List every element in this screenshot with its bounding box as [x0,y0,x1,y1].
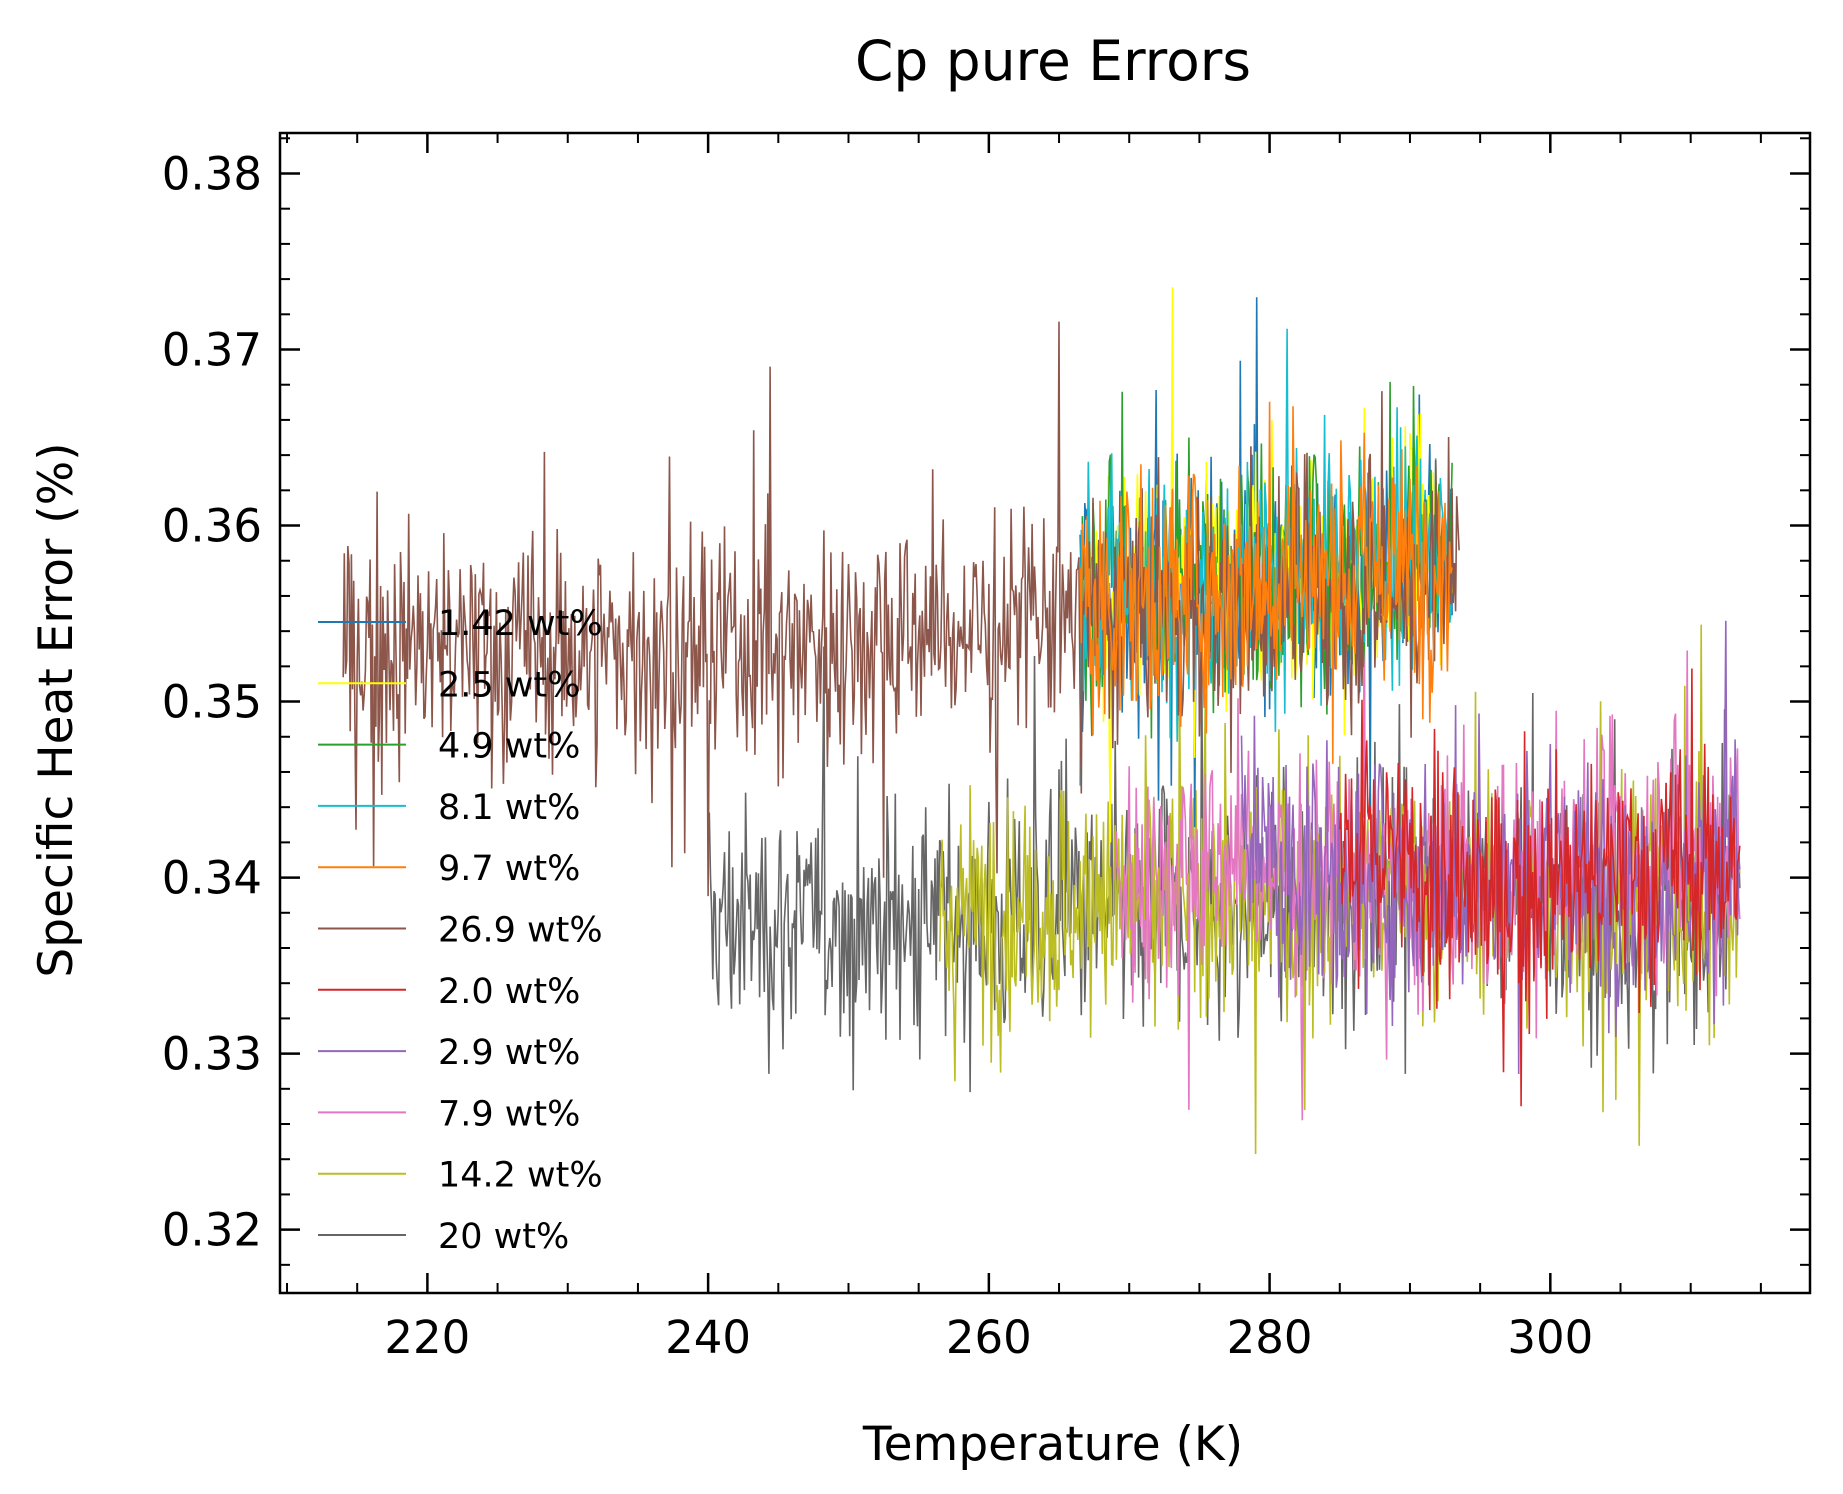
series-line [1339,668,1741,1107]
legend-label: 4.9 wt% [438,727,580,767]
legend-label: 14.2 wt% [438,1156,603,1196]
legend-label: 8.1 wt% [438,788,580,828]
x-tick-label: 240 [665,1311,751,1364]
y-tick-label: 0.33 [162,1028,262,1081]
legend-label: 26.9 wt% [438,911,603,951]
y-tick-label: 0.34 [162,852,262,905]
y-tick-label: 0.36 [162,500,262,553]
legend-label: 2.5 wt% [438,665,580,705]
legend-label: 2.0 wt% [438,972,580,1012]
axes: 220 240 260 280 300 0.32 0.33 0.34 0.35 0.36 0.37 0… [162,131,1812,1364]
y-axis-label: Specific Heat Error (%) [29,442,84,977]
legend-label: 20 wt% [438,1217,569,1257]
series-line [1079,401,1453,764]
y-tick-label: 0.35 [162,676,262,729]
x-tick-label: 280 [1227,1311,1313,1364]
plot-frame [278,131,1812,1295]
y-tick-label: 0.38 [162,147,262,200]
chart-title: Cp pure Errors [855,29,1251,93]
x-tick-label: 300 [1507,1311,1593,1364]
legend: 1.42 wt% 2.5 wt% 4.9 wt% 8.1 wt% 9.7 wt% 26.9… [318,604,603,1257]
legend-label: 9.7 wt% [438,849,580,889]
series-line [938,624,1741,1155]
y-tick-label: 0.32 [162,1204,262,1257]
plot-area [342,287,1741,1155]
y-tick-label: 0.37 [162,324,262,377]
x-axis-label: Temperature (K) [862,1417,1243,1472]
legend-label: 2.9 wt% [438,1033,580,1073]
x-tick-label: 260 [946,1311,1032,1364]
legend-label: 1.42 wt% [438,604,603,644]
x-tick-label: 220 [384,1311,470,1364]
legend-label: 7.9 wt% [438,1094,580,1134]
